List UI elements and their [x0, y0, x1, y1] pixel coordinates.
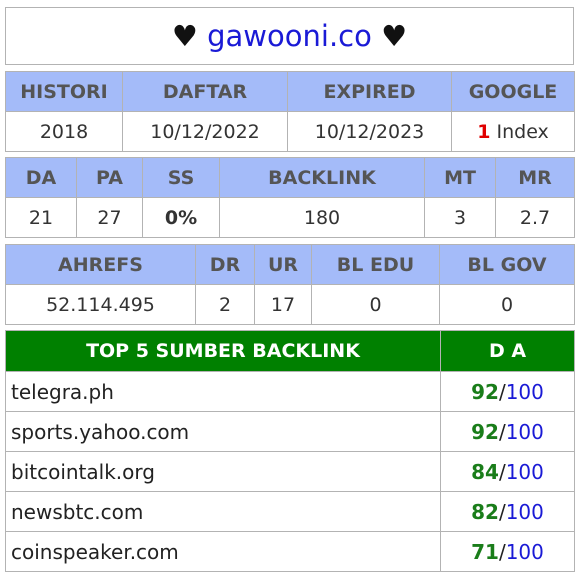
google-index-value: 1 Index	[451, 111, 575, 152]
da-score: 71	[471, 539, 499, 564]
header-ur: UR	[254, 244, 312, 285]
ss-value: 0%	[142, 197, 220, 238]
header-bl-gov: BL GOV	[439, 244, 575, 285]
header-ahrefs: AHREFS	[5, 244, 196, 285]
backlink-da: 71/100	[440, 531, 575, 572]
backlink-site[interactable]: sports.yahoo.com	[5, 411, 441, 452]
da-slash: /	[498, 419, 506, 444]
da-max: 100	[505, 539, 544, 564]
title-cell: ♥ gawooni.co ♥	[5, 7, 574, 65]
da-slash: /	[498, 499, 506, 524]
title-table: ♥ gawooni.co ♥	[5, 7, 574, 65]
ur-value: 17	[254, 284, 312, 325]
da-slash: /	[498, 539, 506, 564]
backlink-site[interactable]: newsbtc.com	[5, 491, 441, 532]
header-mt: MT	[424, 157, 496, 198]
da-value: 21	[5, 197, 77, 238]
expired-value: 10/12/2023	[287, 111, 452, 152]
da-max: 100	[505, 459, 544, 484]
header-dr: DR	[195, 244, 255, 285]
table-row: coinspeaker.com 71/100	[5, 531, 575, 572]
header-expired: EXPIRED	[287, 71, 452, 112]
table-row: newsbtc.com 82/100	[5, 491, 575, 532]
domain-name[interactable]: gawooni.co	[207, 19, 372, 53]
da-max: 100	[505, 499, 544, 524]
heart-icon-right: ♥	[381, 19, 408, 53]
table-row: bitcointalk.org 84/100	[5, 451, 575, 492]
histori-value: 2018	[5, 111, 123, 152]
header-daftar: DAFTAR	[122, 71, 288, 112]
header-histori: HISTORI	[5, 71, 123, 112]
header-top-sources: TOP 5 SUMBER BACKLINK	[5, 330, 441, 372]
da-slash: /	[498, 379, 506, 404]
backlink-da: 82/100	[440, 491, 575, 532]
bl-gov-value: 0	[439, 284, 575, 325]
header-bl-edu: BL EDU	[311, 244, 440, 285]
backlink-site[interactable]: bitcointalk.org	[5, 451, 441, 492]
google-label: Index	[496, 120, 549, 143]
history-table: HISTORI DAFTAR EXPIRED GOOGLE 2018 10/12…	[5, 71, 575, 152]
top-backlinks-table: TOP 5 SUMBER BACKLINK D A telegra.ph 92/…	[5, 330, 575, 572]
metrics-table: DA PA SS BACKLINK MT MR 21 27 0% 180 3 2…	[5, 157, 575, 238]
da-score: 84	[471, 459, 499, 484]
backlink-site[interactable]: telegra.ph	[5, 371, 441, 412]
da-score: 92	[471, 419, 499, 444]
table-row: sports.yahoo.com 92/100	[5, 411, 575, 452]
bl-edu-value: 0	[311, 284, 440, 325]
header-ss: SS	[142, 157, 220, 198]
header-mr: MR	[495, 157, 575, 198]
backlink-site[interactable]: coinspeaker.com	[5, 531, 441, 572]
da-score: 82	[471, 499, 499, 524]
ahrefs-table: AHREFS DR UR BL EDU BL GOV 52.114.495 2 …	[5, 244, 575, 325]
mt-value: 3	[424, 197, 496, 238]
backlink-da: 92/100	[440, 411, 575, 452]
daftar-value: 10/12/2022	[122, 111, 288, 152]
table-row: telegra.ph 92/100	[5, 371, 575, 412]
header-pa: PA	[76, 157, 143, 198]
da-score: 92	[471, 379, 499, 404]
header-da: DA	[5, 157, 77, 198]
ahrefs-value: 52.114.495	[5, 284, 196, 325]
backlink-value: 180	[219, 197, 425, 238]
da-max: 100	[505, 419, 544, 444]
mr-value: 2.7	[495, 197, 575, 238]
header-google: GOOGLE	[451, 71, 575, 112]
dr-value: 2	[195, 284, 255, 325]
heart-icon-left: ♥	[171, 19, 198, 53]
da-max: 100	[505, 379, 544, 404]
header-backlink: BACKLINK	[219, 157, 425, 198]
backlink-da: 92/100	[440, 371, 575, 412]
backlink-da: 84/100	[440, 451, 575, 492]
da-slash: /	[498, 459, 506, 484]
pa-value: 27	[76, 197, 143, 238]
header-da-score: D A	[440, 330, 575, 372]
google-count: 1	[477, 120, 491, 143]
